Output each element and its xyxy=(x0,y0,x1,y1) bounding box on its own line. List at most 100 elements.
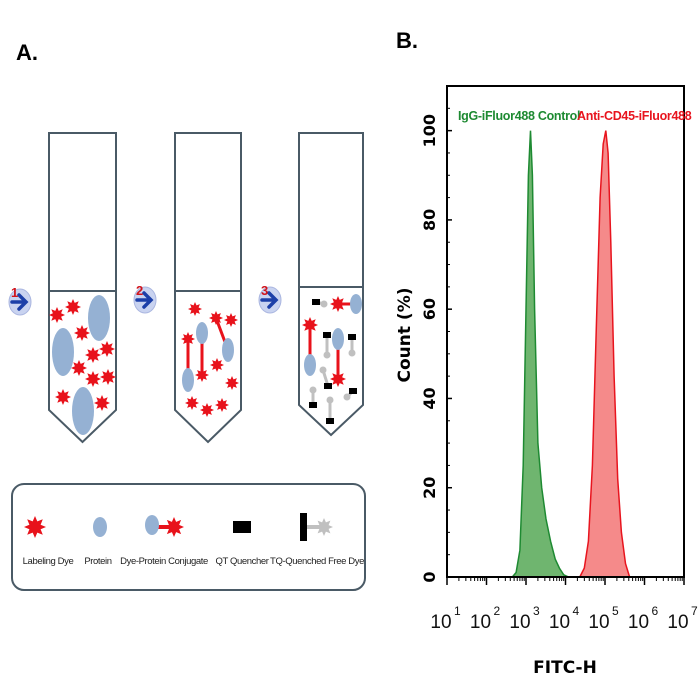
panel-b-label: B. xyxy=(396,28,418,53)
labeling-dye xyxy=(74,325,90,341)
x-tick-label: 106 xyxy=(628,604,659,633)
y-tick-label: 80 xyxy=(420,209,439,231)
x-tick-label: 105 xyxy=(588,604,619,633)
x-tick-exponent: 1 xyxy=(454,604,461,618)
qt-quencher xyxy=(309,402,317,408)
x-tick-exponent: 3 xyxy=(533,604,540,618)
protein-icon xyxy=(93,517,107,537)
quenched-dye xyxy=(323,351,331,359)
protein xyxy=(182,368,194,392)
legend-label: QT Quencher xyxy=(216,556,269,567)
y-tick-label: 40 xyxy=(420,387,439,409)
labeling-dye xyxy=(185,396,199,410)
legend-series-0: IgG-iFluor488 Control xyxy=(458,109,580,123)
labeling-dye xyxy=(71,360,87,376)
x-tick-base: 10 xyxy=(628,612,649,633)
legend-series-1: Anti-CD45-iFluor488 xyxy=(577,109,692,123)
labeling-dye xyxy=(209,311,223,325)
labeling-dye xyxy=(188,302,202,316)
labeling-dye xyxy=(302,317,318,333)
protein xyxy=(304,354,316,376)
y-axis-label: Count (%) xyxy=(395,288,415,383)
quenched-dye xyxy=(309,386,317,394)
series-1-line xyxy=(579,130,631,578)
y-tick-label: 0 xyxy=(420,571,439,582)
step-1-arrow-icon: 1 xyxy=(8,285,32,316)
labeling-dye xyxy=(181,332,195,346)
labeling-dye xyxy=(49,307,65,323)
legend-label: Dye-Protein Conjugate xyxy=(120,556,208,567)
labeling-dye-icon xyxy=(24,516,46,538)
labeling-dye xyxy=(164,517,184,537)
labeling-dye xyxy=(94,395,110,411)
x-tick-exponent: 4 xyxy=(573,604,580,618)
quencher xyxy=(300,513,307,541)
labeling-dye xyxy=(224,313,238,327)
arrow-glyph xyxy=(10,293,29,311)
protein xyxy=(350,294,362,314)
protein xyxy=(52,328,74,376)
x-tick-base: 10 xyxy=(430,612,451,633)
quenched-dye xyxy=(343,393,351,401)
x-tick-base: 10 xyxy=(667,612,688,633)
qt-quencher xyxy=(326,418,334,424)
quenched-dye xyxy=(315,518,333,536)
flow-histogram: 020406080100101102103104105106107FITC-HC… xyxy=(395,85,698,678)
labeling-dye xyxy=(65,299,81,315)
series-1-area xyxy=(579,130,630,577)
panel-a-label: A. xyxy=(16,40,38,65)
qt-quencher xyxy=(312,299,320,305)
step-2-arrow-icon: 2 xyxy=(133,283,157,314)
protein xyxy=(145,515,159,535)
labeling-dye xyxy=(225,376,239,390)
x-tick-base: 10 xyxy=(509,612,530,633)
x-tick-label: 107 xyxy=(667,604,698,633)
series-0-area xyxy=(512,130,569,577)
arrow-glyph xyxy=(135,291,154,309)
quenched-dye xyxy=(319,366,327,374)
qt-quencher xyxy=(348,334,356,340)
labeling-dye xyxy=(210,358,224,372)
x-axis-label: FITC-H xyxy=(533,658,597,678)
protein xyxy=(196,322,208,344)
x-tick-exponent: 6 xyxy=(652,604,659,618)
qt-quencher xyxy=(324,383,332,389)
x-tick-base: 10 xyxy=(549,612,570,633)
labeling-diagram: 1 2 3 xyxy=(8,132,364,444)
labeling-dye xyxy=(195,368,209,382)
labeling-dye xyxy=(100,369,116,385)
plot-frame xyxy=(446,85,685,578)
quenched-dye xyxy=(326,396,334,404)
x-tick-label: 101 xyxy=(430,604,461,633)
legend-label: Protein xyxy=(84,556,111,567)
x-tick-base: 10 xyxy=(588,612,609,633)
quenched-dye xyxy=(348,349,356,357)
labeling-dye xyxy=(85,371,101,387)
arrow-glyph xyxy=(260,291,279,309)
labeling-dye xyxy=(99,341,115,357)
tq-quenched-free-dye-icon xyxy=(300,513,333,541)
labeling-dye xyxy=(215,398,229,412)
dye-protein-conjugate-icon xyxy=(145,515,184,537)
labeling-dye xyxy=(330,371,346,387)
x-tick-exponent: 7 xyxy=(691,604,698,618)
x-tick-label: 103 xyxy=(509,604,540,633)
qt-quencher xyxy=(349,388,357,394)
protein xyxy=(88,295,110,341)
labeling-dye xyxy=(330,296,346,312)
x-tick-exponent: 5 xyxy=(612,604,619,618)
labeling-dye xyxy=(85,347,101,363)
step-3-arrow-icon: 3 xyxy=(258,283,282,314)
quenched-dye xyxy=(320,300,328,308)
legend-label: Labeling Dye xyxy=(23,556,74,567)
protein xyxy=(222,338,234,362)
step-number: 2 xyxy=(136,283,143,298)
tube-2 xyxy=(174,132,242,444)
qt-quencher xyxy=(323,332,331,338)
labeling-dye xyxy=(200,403,214,417)
series-0-line xyxy=(511,130,569,578)
diagram-legend: Labeling Dye Protein Dye-Protein Conjugate… xyxy=(11,483,366,591)
x-tick-label: 104 xyxy=(549,604,580,633)
qt-quencher-icon xyxy=(233,521,251,533)
